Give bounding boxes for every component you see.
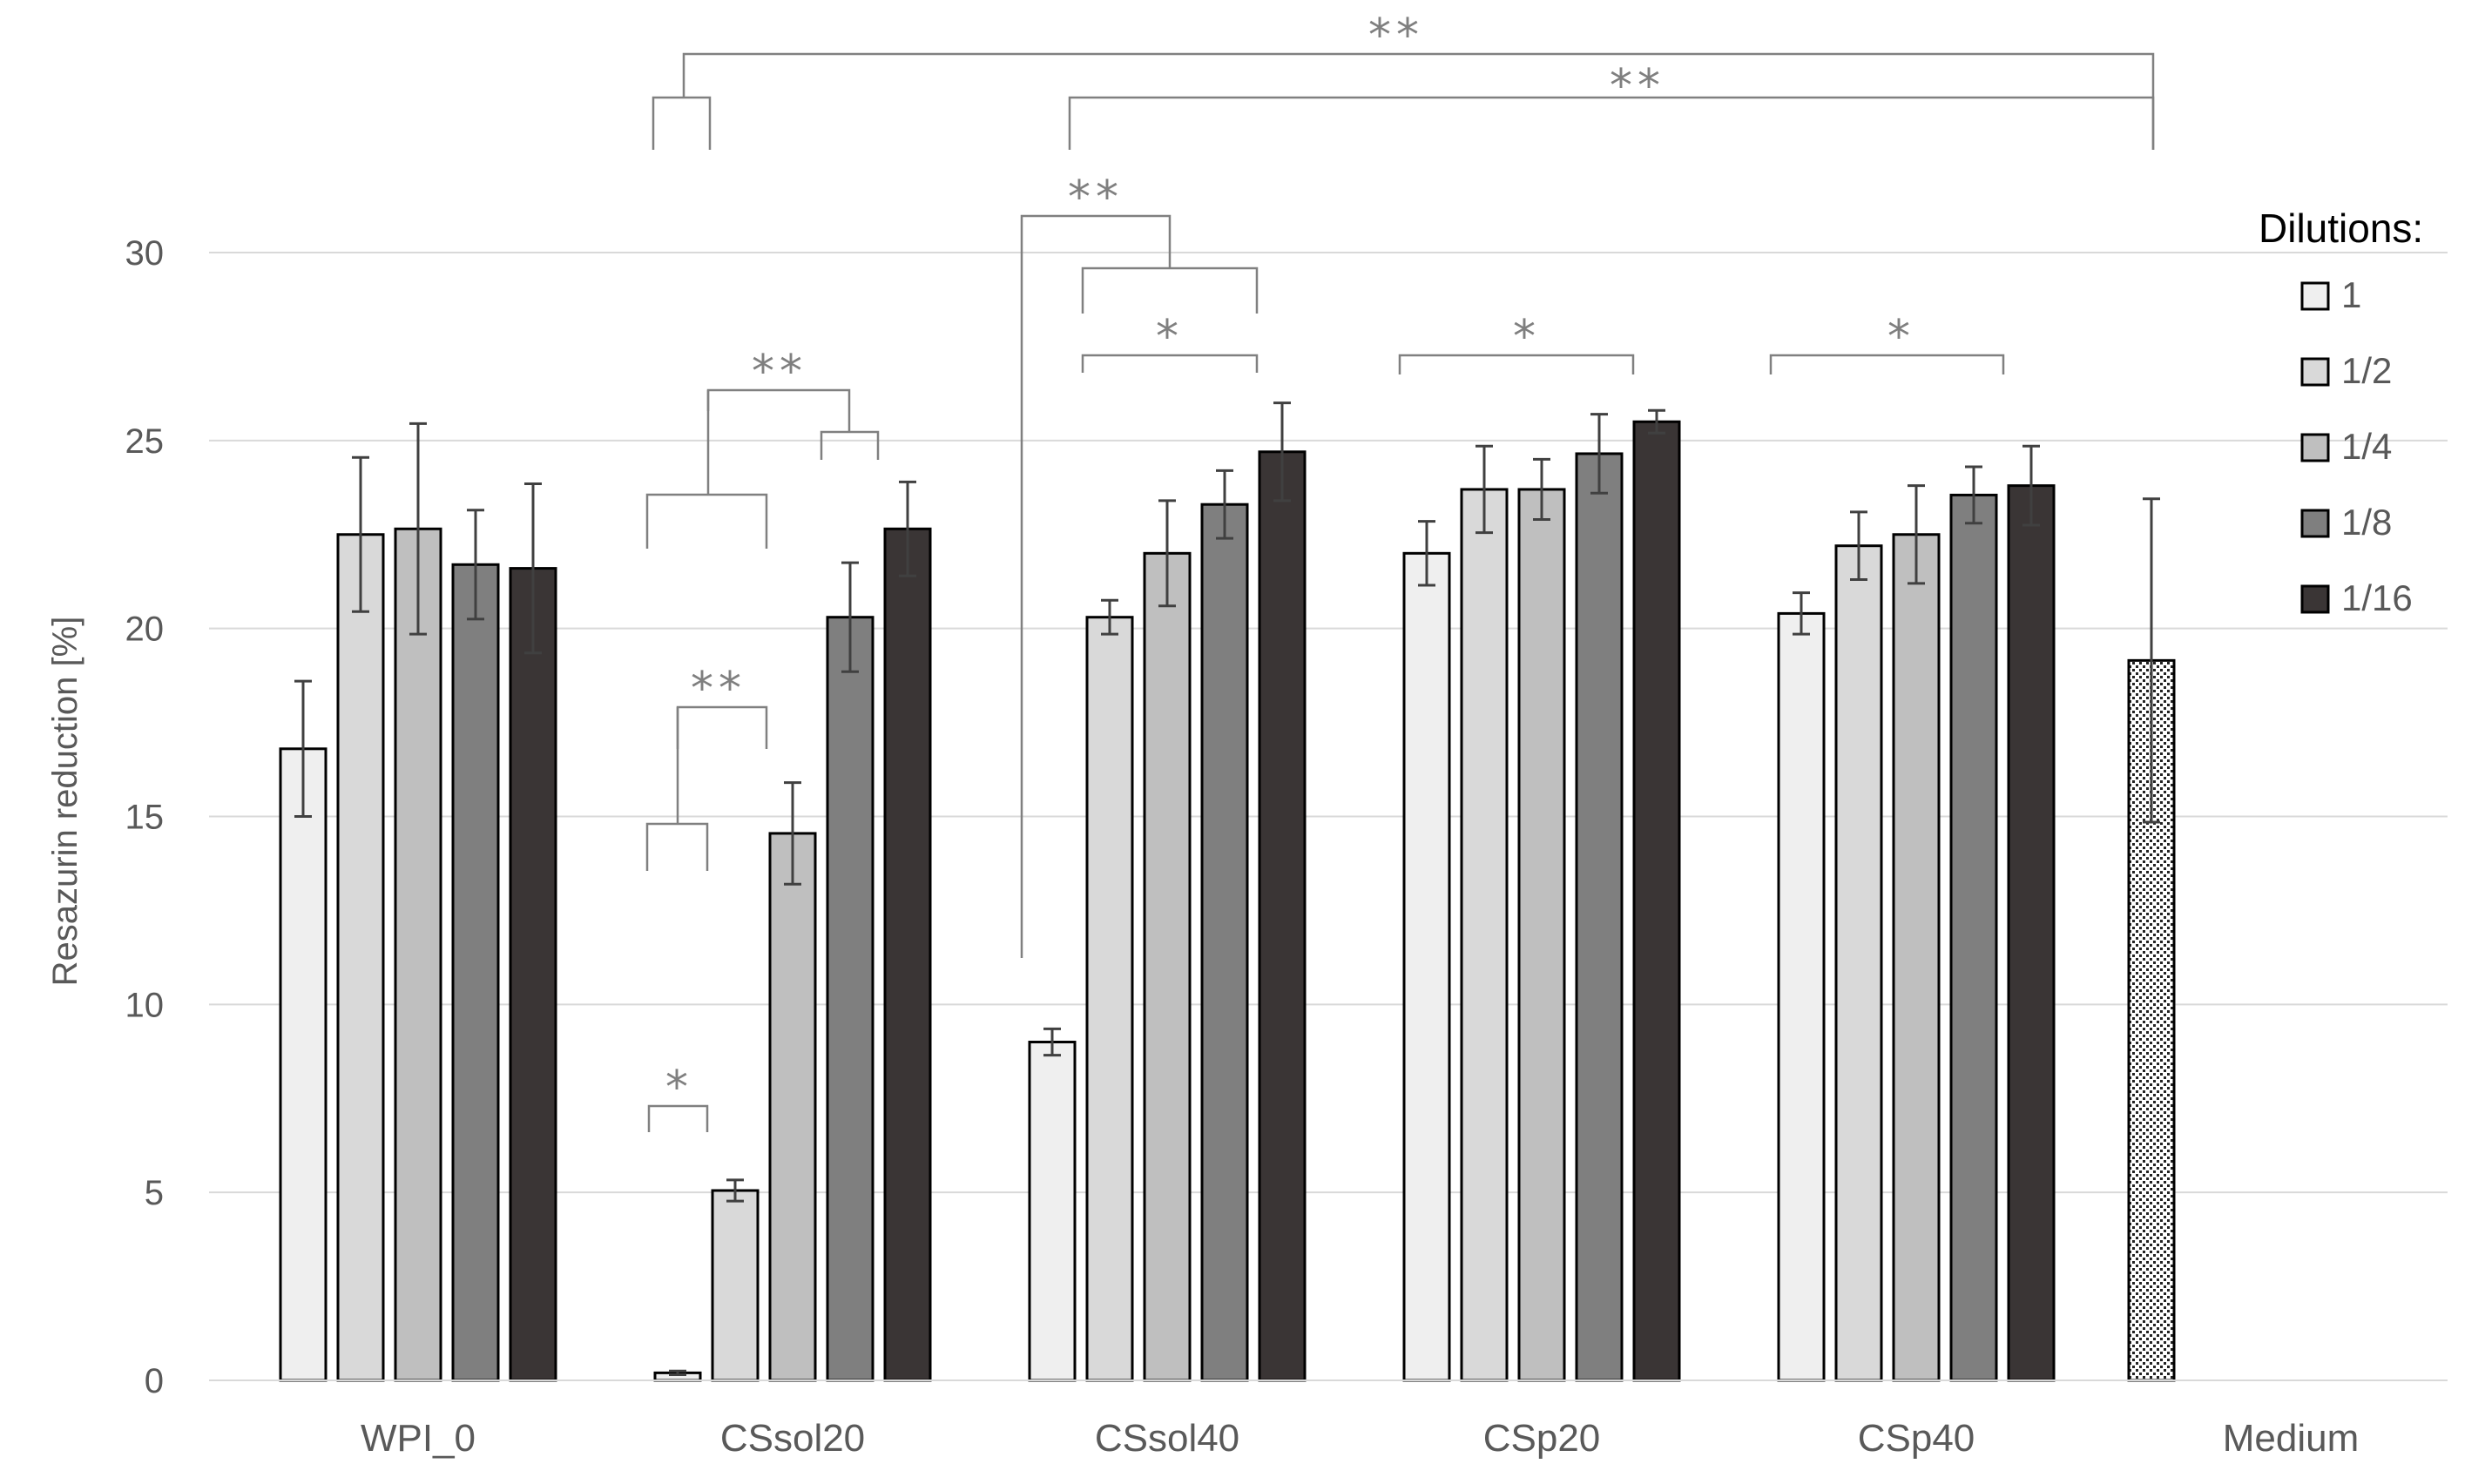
bar-CSp20-1/2: [1460, 488, 1509, 1382]
y-tick-label: 15: [125, 799, 165, 837]
axes: 0 5 10 15 20 25 30 WPI_0 CSsol20 CSsol40 CSp20 CSp4…: [125, 234, 2448, 1460]
bar-CSsol40-1/2: [1085, 616, 1134, 1382]
legend-swatch: [2300, 433, 2330, 462]
significance-bracket: [647, 1104, 709, 1132]
legend-swatch: [2300, 509, 2330, 538]
significance-bracket: [645, 822, 709, 871]
legend-swatch: [2300, 357, 2330, 387]
legend-label: 1/4: [2341, 426, 2392, 467]
legend-label: 1/8: [2341, 502, 2392, 543]
bar-CSsol20-1/4: [768, 832, 817, 1382]
y-axis-label: Resazurin reduction [%]: [46, 617, 84, 987]
y-tick-label: 30: [125, 234, 165, 273]
bar-CSp40-1/2: [1834, 544, 1883, 1382]
bar-WPI_0-1/2: [336, 533, 385, 1382]
significance-bracket: [652, 96, 712, 150]
significance-label: **: [1368, 10, 1424, 62]
significance-brackets: ******* * ******: [645, 10, 2155, 1132]
y-tick-label: 10: [125, 986, 165, 1024]
x-tick-label: CSp20: [1483, 1417, 1601, 1460]
significance-label: **: [1610, 60, 1665, 112]
x-tick-label: WPI_0: [361, 1417, 476, 1460]
bar-CSp40-1/8: [1949, 493, 1998, 1382]
bar-WPI_0-1/16: [509, 567, 557, 1382]
significance-bracket: [706, 388, 851, 411]
significance-bracket: [820, 430, 880, 460]
significance-bracket: [1081, 354, 1259, 373]
error-bars: [294, 401, 2160, 1377]
bar-WPI_0-1/8: [451, 563, 500, 1382]
bar-WPI_0-1: [279, 747, 328, 1382]
legend: Dilutions: 1 1/2 1/4 1/8 1/16: [2259, 206, 2423, 618]
bar-CSp40-1: [1777, 611, 1826, 1382]
significance-label: **: [691, 663, 746, 715]
y-tick-label: 0: [145, 1362, 164, 1400]
bar-CSp20-1: [1402, 551, 1451, 1382]
bar-CSsol40-1/8: [1200, 503, 1249, 1382]
y-tick-label: 25: [125, 422, 165, 461]
y-tick-label: 5: [145, 1174, 164, 1212]
significance-bracket: [676, 705, 768, 749]
bar-WPI_0-1/4: [394, 527, 442, 1382]
significance-bracket: [1081, 266, 1259, 314]
significance-bracket: [682, 52, 2155, 150]
legend-title: Dilutions:: [2259, 206, 2423, 251]
significance-bracket: [1068, 96, 2155, 150]
bar-CSp40-1/4: [1892, 533, 1941, 1382]
bars: [279, 420, 2176, 1382]
bar-CSp20-1/16: [1632, 420, 1681, 1382]
bar-CSp40-1/16: [2007, 484, 2056, 1382]
legend-label: 1/16: [2341, 577, 2413, 618]
significance-bracket: [1020, 214, 1172, 958]
legend-label: 1: [2341, 274, 2361, 315]
bar-CSp20-1/8: [1575, 452, 1624, 1382]
legend-swatch: [2300, 281, 2330, 311]
significance-label: *: [1156, 311, 1184, 363]
significance-label: *: [1887, 311, 1915, 363]
significance-bracket: [1769, 354, 2005, 374]
bar-CSsol20-1/16: [883, 527, 932, 1382]
x-tick-label: Medium: [2223, 1417, 2360, 1460]
bar-CSsol40-1/16: [1258, 450, 1307, 1382]
x-tick-label: CSp40: [1858, 1417, 1975, 1460]
y-tick-label: 20: [125, 610, 165, 649]
x-tick-label: CSsol40: [1095, 1417, 1239, 1460]
significance-label: **: [1068, 172, 1124, 224]
bar-CSsol20-1/8: [826, 616, 874, 1382]
bar-CSsol40-1/4: [1143, 551, 1192, 1382]
bar-CSsol40-1: [1028, 1041, 1077, 1382]
bar-CSsol20-1/2: [711, 1189, 760, 1382]
significance-label: *: [665, 1062, 693, 1114]
bar-CSp20-1/4: [1517, 488, 1566, 1382]
x-tick-label: CSsol20: [720, 1417, 865, 1460]
gridlines: [209, 252, 2448, 1194]
significance-bracket: [645, 493, 768, 549]
significance-label: *: [1513, 311, 1541, 363]
legend-label: 1/2: [2341, 350, 2392, 391]
significance-label: **: [752, 346, 807, 398]
significance-bracket: [1398, 354, 1635, 374]
legend-swatch: [2300, 584, 2330, 614]
